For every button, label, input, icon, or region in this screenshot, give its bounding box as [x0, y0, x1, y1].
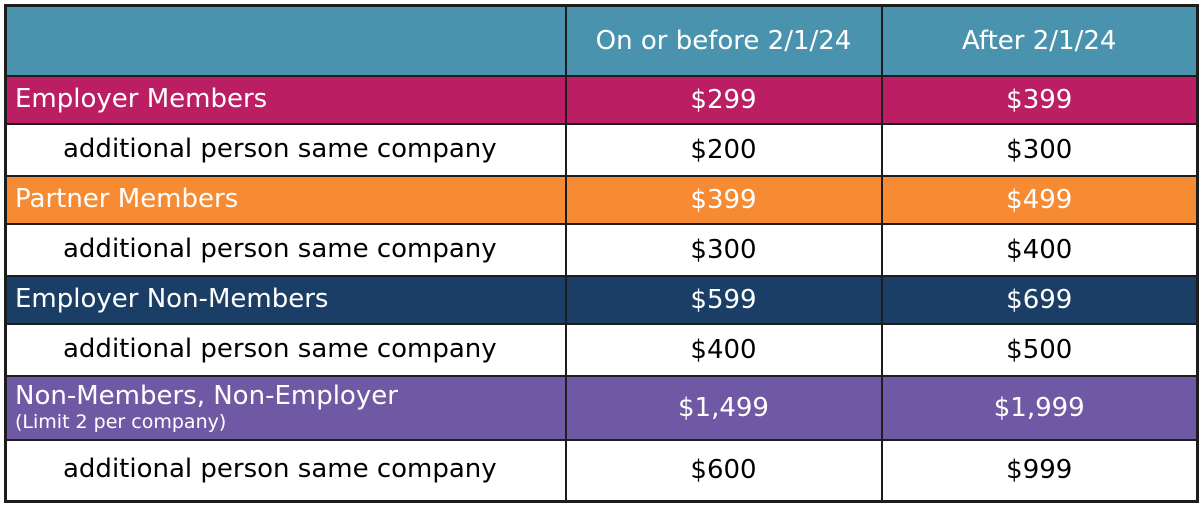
row-label-cell: Non-Members, Non-Employer (Limit 2 per c… — [4, 374, 567, 441]
price-cell-after: $499 — [880, 174, 1199, 225]
row-label: additional person same company — [63, 454, 497, 485]
row-label: additional person same company — [63, 233, 497, 264]
table-row-non-members-non-employer: Non-Members, Non-Employer (Limit 2 per c… — [4, 374, 1199, 441]
price-cell-on-or-before: $599 — [564, 274, 883, 325]
row-label-cell: additional person same company — [4, 122, 567, 177]
price-cell-on-or-before: $399 — [564, 174, 883, 225]
row-label-cell: additional person same company — [4, 438, 567, 503]
row-sublabel: (Limit 2 per company) — [15, 410, 227, 433]
row-label-cell: Employer Non-Members — [4, 274, 567, 325]
price-cell-on-or-before: $600 — [564, 438, 883, 503]
row-label-cell: additional person same company — [4, 322, 567, 377]
row-label-cell: Partner Members — [4, 174, 567, 225]
row-label: additional person same company — [63, 333, 497, 364]
table-row-additional-4: additional person same company $600 $999 — [4, 438, 1199, 503]
price-cell-on-or-before: $400 — [564, 322, 883, 377]
page: On or before 2/1/24 After 2/1/24 Employe… — [4, 4, 1199, 503]
table-row-partner-members: Partner Members $399 $499 — [4, 174, 1199, 225]
price-cell-on-or-before: $1,499 — [564, 374, 883, 441]
row-label: Partner Members — [15, 183, 239, 214]
price-cell-after: $999 — [880, 438, 1199, 503]
header-cell-on-or-before: On or before 2/1/24 — [564, 4, 883, 77]
price-cell-on-or-before: $299 — [564, 74, 883, 125]
price-cell-after: $699 — [880, 274, 1199, 325]
price-cell-on-or-before: $200 — [564, 122, 883, 177]
row-label-cell: Employer Members — [4, 74, 567, 125]
row-label: Non-Members, Non-Employer — [15, 380, 398, 411]
table-row-additional-2: additional person same company $300 $400 — [4, 222, 1199, 277]
row-label: Employer Members — [15, 83, 268, 114]
pricing-table: On or before 2/1/24 After 2/1/24 Employe… — [4, 4, 1199, 503]
header-cell-empty — [4, 4, 567, 77]
price-cell-after: $400 — [880, 222, 1199, 277]
row-label: additional person same company — [63, 133, 497, 164]
price-cell-on-or-before: $300 — [564, 222, 883, 277]
table-row-additional-3: additional person same company $400 $500 — [4, 322, 1199, 377]
row-label-cell: additional person same company — [4, 222, 567, 277]
table-row-additional-1: additional person same company $200 $300 — [4, 122, 1199, 177]
price-cell-after: $399 — [880, 74, 1199, 125]
price-cell-after: $300 — [880, 122, 1199, 177]
price-cell-after: $1,999 — [880, 374, 1199, 441]
price-cell-after: $500 — [880, 322, 1199, 377]
header-row: On or before 2/1/24 After 2/1/24 — [4, 4, 1199, 77]
table-row-employer-non-members: Employer Non-Members $599 $699 — [4, 274, 1199, 325]
row-label: Employer Non-Members — [15, 283, 329, 314]
table-row-employer-members: Employer Members $299 $399 — [4, 74, 1199, 125]
header-cell-after: After 2/1/24 — [880, 4, 1199, 77]
